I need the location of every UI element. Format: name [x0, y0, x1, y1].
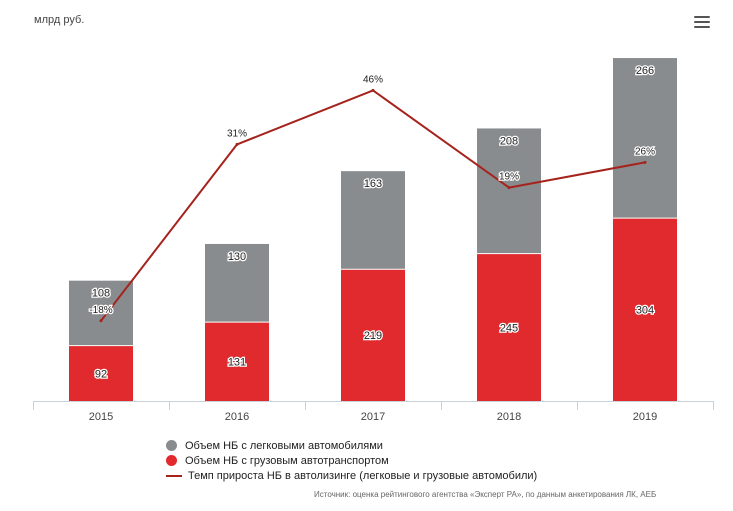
growth-label: 26% — [635, 146, 655, 157]
stacked-bar-line-chart: 92 108 2015 131 130 2016 219 163 2017 245 208 2018 3… — [33, 58, 714, 423]
x-tick-label: 2015 — [89, 411, 113, 423]
x-tick-label: 2016 — [225, 411, 249, 423]
x-tick-label: 2017 — [361, 411, 385, 423]
bar-trucks-2017 — [341, 269, 405, 401]
bar-cars-2016 — [205, 243, 269, 323]
legend-item-cars[interactable]: Объем НБ с легковыми автомобилями — [166, 438, 537, 453]
data-label-trucks: 92 — [95, 368, 107, 380]
bar-cars-2018 — [477, 128, 541, 254]
bar-trucks-2016 — [205, 322, 269, 401]
data-label-trucks: 131 — [228, 357, 246, 369]
growth-point — [371, 88, 375, 92]
growth-label: 19% — [499, 172, 519, 183]
legend-item-growth[interactable]: Темп прироста НБ в автолизинге (легковые… — [166, 468, 537, 483]
data-label-cars: 130 — [228, 251, 246, 263]
growth-point — [507, 186, 511, 190]
x-tick-label: 2019 — [633, 411, 657, 423]
bar-cars-2017 — [341, 171, 405, 270]
data-label-cars: 208 — [500, 135, 518, 147]
legend-swatch-growth — [166, 474, 182, 477]
growth-point — [235, 142, 239, 146]
source-note: Источник: оценка рейтингового агентства … — [314, 490, 657, 499]
legend-item-trucks[interactable]: Объем НБ с грузовым автотранспортом — [166, 453, 537, 468]
legend-swatch-cars — [166, 440, 177, 451]
data-label-trucks: 245 — [500, 322, 518, 334]
legend-label-growth: Темп прироста НБ в автолизинге (легковые… — [188, 469, 538, 482]
growth-label: 31% — [227, 128, 247, 139]
data-label-cars: 163 — [364, 178, 382, 190]
legend-label-trucks: Объем НБ с грузовым автотранспортом — [185, 454, 389, 467]
unit-label: млрд руб. — [34, 14, 85, 26]
data-label-trucks: 304 — [636, 305, 654, 317]
bar-trucks-2015 — [69, 345, 133, 401]
legend-label-cars: Объем НБ с легковыми автомобилями — [185, 439, 383, 452]
growth-label: 46% — [363, 74, 383, 85]
data-label-cars: 108 — [92, 288, 110, 300]
bar-trucks-2019 — [613, 218, 677, 401]
x-tick-label: 2018 — [497, 411, 521, 423]
data-label-trucks: 219 — [364, 330, 382, 342]
bar-trucks-2018 — [477, 253, 541, 401]
growth-label: -18% — [89, 305, 112, 316]
growth-point — [643, 160, 647, 164]
legend: Объем НБ с легковыми автомобилями Объем … — [166, 438, 537, 483]
data-label-cars: 266 — [636, 65, 654, 77]
legend-swatch-trucks — [166, 455, 177, 466]
growth-point — [99, 319, 103, 323]
hamburger-menu-icon[interactable] — [694, 16, 710, 30]
bar-cars-2019 — [613, 58, 677, 219]
